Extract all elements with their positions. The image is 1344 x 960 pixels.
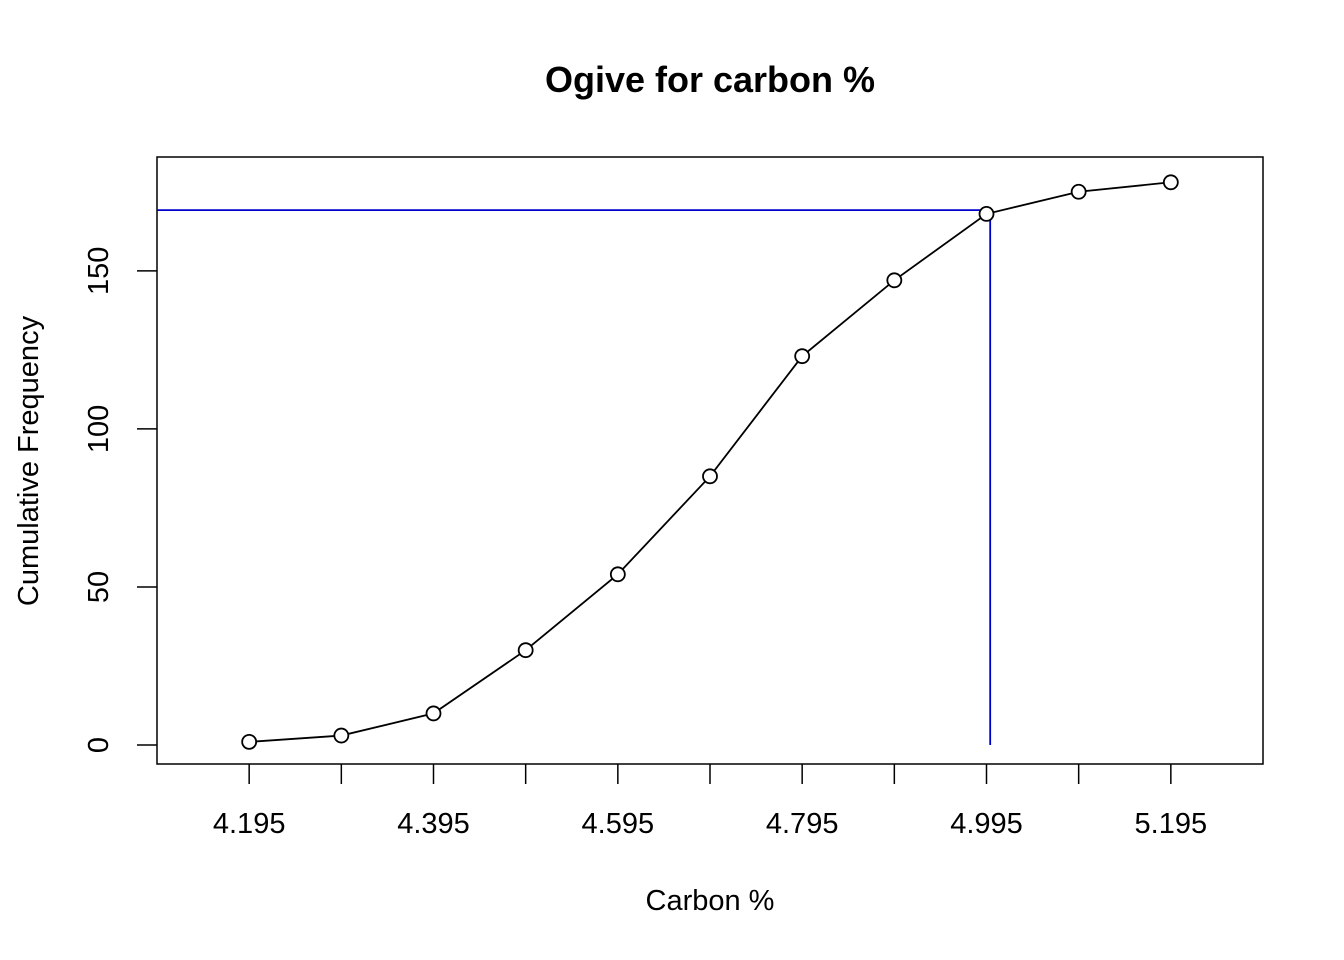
x-axis-label: Carbon % xyxy=(646,885,775,917)
x-tick-label: 4.395 xyxy=(397,808,470,840)
data-point xyxy=(1070,183,1087,200)
data-point xyxy=(425,705,442,722)
x-tick-label: 4.195 xyxy=(213,808,286,840)
y-axis-label: Cumulative Frequency xyxy=(13,315,45,606)
x-tick-label: 4.995 xyxy=(950,808,1023,840)
data-point xyxy=(702,468,718,485)
data-point xyxy=(794,348,811,365)
series-group xyxy=(241,174,1179,750)
data-point xyxy=(241,733,258,750)
data-point xyxy=(1162,174,1179,191)
y-tick-label: 100 xyxy=(83,405,115,453)
data-point xyxy=(333,727,350,744)
x-tick-label: 5.195 xyxy=(1135,808,1208,840)
data-point xyxy=(886,272,903,289)
y-axis: 0 50 100 150 xyxy=(83,247,157,753)
series-line xyxy=(249,181,1171,743)
chart-title: Ogive for carbon % xyxy=(545,59,875,100)
y-tick-label: 0 xyxy=(83,737,115,753)
reference-lines xyxy=(157,209,992,746)
data-point xyxy=(978,206,995,222)
y-tick-label: 50 xyxy=(83,571,115,603)
data-point xyxy=(517,642,534,659)
data-point xyxy=(609,566,626,583)
y-tick-label: 150 xyxy=(83,247,115,295)
x-axis: 4.195 4.395 4.595 4.795 4.995 5.195 xyxy=(213,764,1207,840)
x-tick-label: 4.795 xyxy=(766,808,839,840)
x-tick-label: 4.595 xyxy=(582,808,655,840)
plot-box xyxy=(156,156,1264,765)
